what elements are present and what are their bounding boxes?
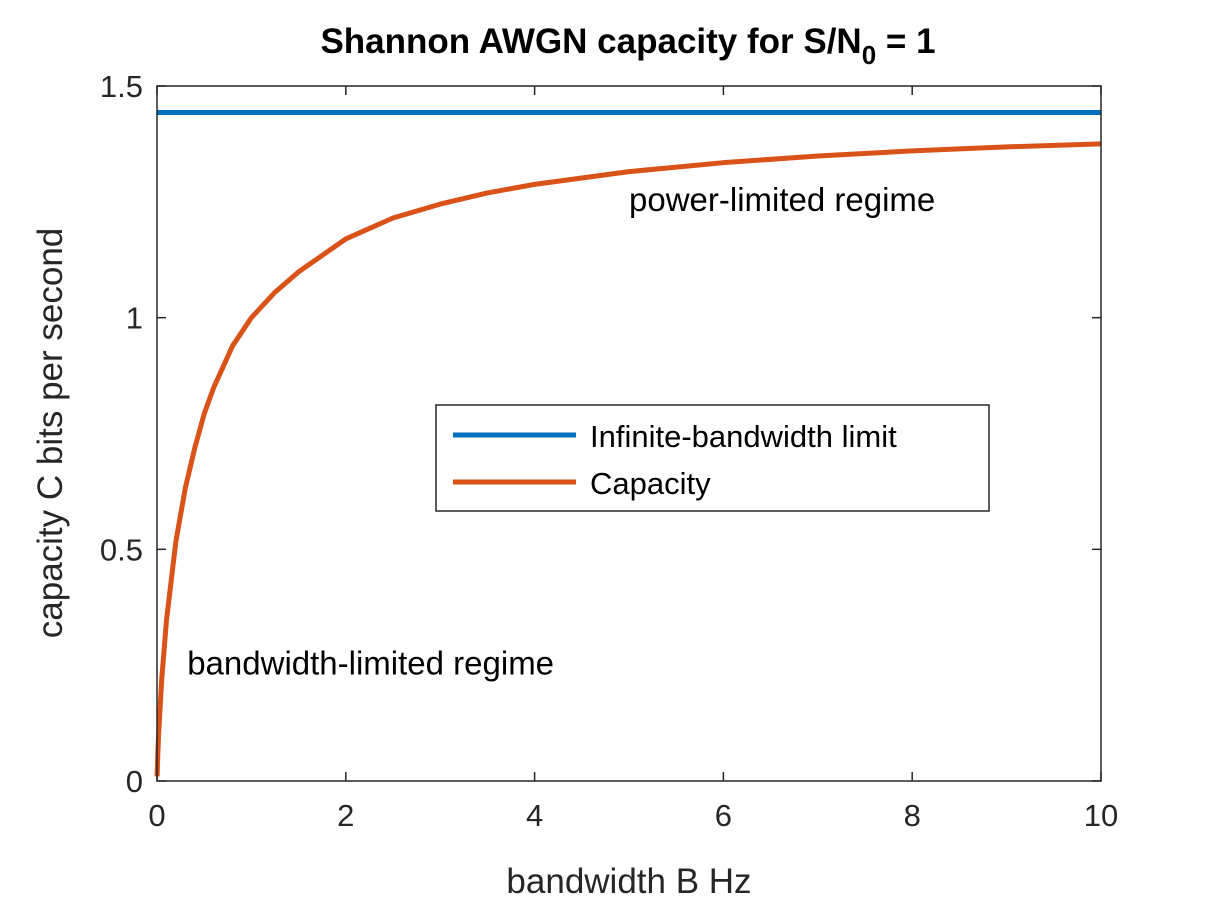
- y-tick-label: 1.5: [100, 69, 143, 104]
- annotation-bandwidth-limited-regime: bandwidth-limited regime: [187, 644, 554, 681]
- chart-title: Shannon AWGN capacity for S/N0 = 1: [320, 22, 935, 70]
- y-tick-label: 0: [126, 764, 143, 799]
- chart-title-subscript: 0: [862, 40, 876, 70]
- series-layer: [154, 110, 1102, 777]
- x-axis-label: bandwidth B Hz: [506, 862, 751, 901]
- series-line-capacity: [154, 141, 1102, 777]
- y-tick-label: 1: [126, 301, 143, 336]
- y-axis-label: capacity C bits per second: [31, 228, 70, 638]
- annotations: power-limited regime bandwidth-limited re…: [187, 181, 935, 681]
- x-tick-label: 4: [526, 798, 543, 833]
- x-tick-label: 8: [904, 798, 921, 833]
- x-tick-label: 2: [337, 798, 354, 833]
- y-tick-label: 0.5: [100, 532, 143, 567]
- axes-box: [156, 85, 1102, 782]
- tick-labels: 0 2 4 6 8 10 0 0.5 1 1.5: [100, 69, 1118, 833]
- x-tick-label: 0: [148, 798, 165, 833]
- x-tick-label: 6: [715, 798, 732, 833]
- chart-title-suffix: = 1: [876, 22, 935, 61]
- x-tick-label: 10: [1084, 798, 1118, 833]
- annotation-power-limited-regime: power-limited regime: [629, 181, 935, 218]
- legend-label-infinite-bandwidth-limit: Infinite-bandwidth limit: [590, 419, 897, 454]
- legend-label-capacity: Capacity: [590, 466, 711, 501]
- legend-box: [435, 404, 990, 512]
- legend: Infinite-bandwidth limit Capacity: [435, 404, 990, 512]
